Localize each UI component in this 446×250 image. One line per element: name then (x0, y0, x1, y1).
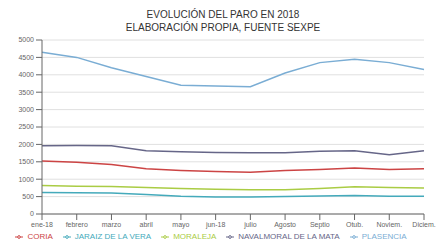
svg-text:Noviem.: Noviem. (376, 221, 402, 228)
svg-text:mayo: mayo (172, 221, 189, 229)
svg-text:Septio: Septio (310, 221, 330, 229)
html-text:PLASENCIA: PLASENCIA (361, 232, 407, 241)
svg-text:abril: abril (140, 221, 154, 228)
html-text:CORIA: CORIA (27, 232, 53, 241)
svg-text:500: 500 (22, 193, 34, 200)
svg-text:ene-18: ene-18 (31, 221, 53, 228)
html-text:MORALEJA: MORALEJA (173, 232, 217, 241)
svg-text:Agosto: Agosto (274, 221, 296, 229)
svg-text:3000: 3000 (18, 106, 34, 113)
svg-text:febrero: febrero (66, 221, 88, 228)
svg-text:marzo: marzo (102, 221, 122, 228)
svg-text:5000: 5000 (18, 36, 34, 43)
svg-text:Diciem.: Diciem. (412, 221, 435, 228)
svg-text:Otub.: Otub. (346, 221, 363, 228)
html-text:EVOLUCIÓN DEL PARO EN 2018: EVOLUCIÓN DEL PARO EN 2018 (146, 9, 300, 20)
svg-text:julio: julio (243, 221, 257, 229)
html-text:NAVALMORAL DE LA MATA: NAVALMORAL DE LA MATA (238, 232, 340, 241)
svg-text:4500: 4500 (18, 54, 34, 61)
svg-text:4000: 4000 (18, 71, 34, 78)
html-text:JARAIZ DE LA VERA: JARAIZ DE LA VERA (74, 232, 152, 241)
svg-text:jun-18: jun-18 (205, 221, 226, 229)
svg-text:1500: 1500 (18, 158, 34, 165)
svg-text:0: 0 (30, 210, 34, 217)
svg-text:2500: 2500 (18, 123, 34, 130)
svg-text:2000: 2000 (18, 141, 34, 148)
svg-text:3500: 3500 (18, 89, 34, 96)
svg-text:1000: 1000 (18, 176, 34, 183)
html-text:ELABORACIÓN PROPIA, FUENTE SEX: ELABORACIÓN PROPIA, FUENTE SEXPE (125, 22, 321, 33)
